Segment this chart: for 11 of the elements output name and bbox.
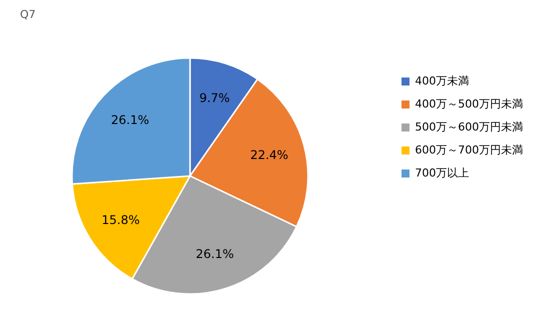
- data-label: 26.1%: [111, 113, 150, 128]
- legend-label: 400万未満: [415, 74, 469, 88]
- legend-label: 600万～700万円未満: [415, 144, 523, 156]
- legend-label: 500万～600万円未満: [415, 120, 523, 134]
- chart-title: Q7: [20, 8, 36, 21]
- data-label: 26.1%: [196, 247, 234, 262]
- data-label: 22.4%: [250, 148, 288, 162]
- data-label: 15.8%: [102, 212, 140, 227]
- legend-label: 700万以上: [415, 166, 469, 180]
- data-label: 9.7%: [199, 90, 230, 105]
- legend-label: 400万～500万円未満: [415, 98, 523, 110]
